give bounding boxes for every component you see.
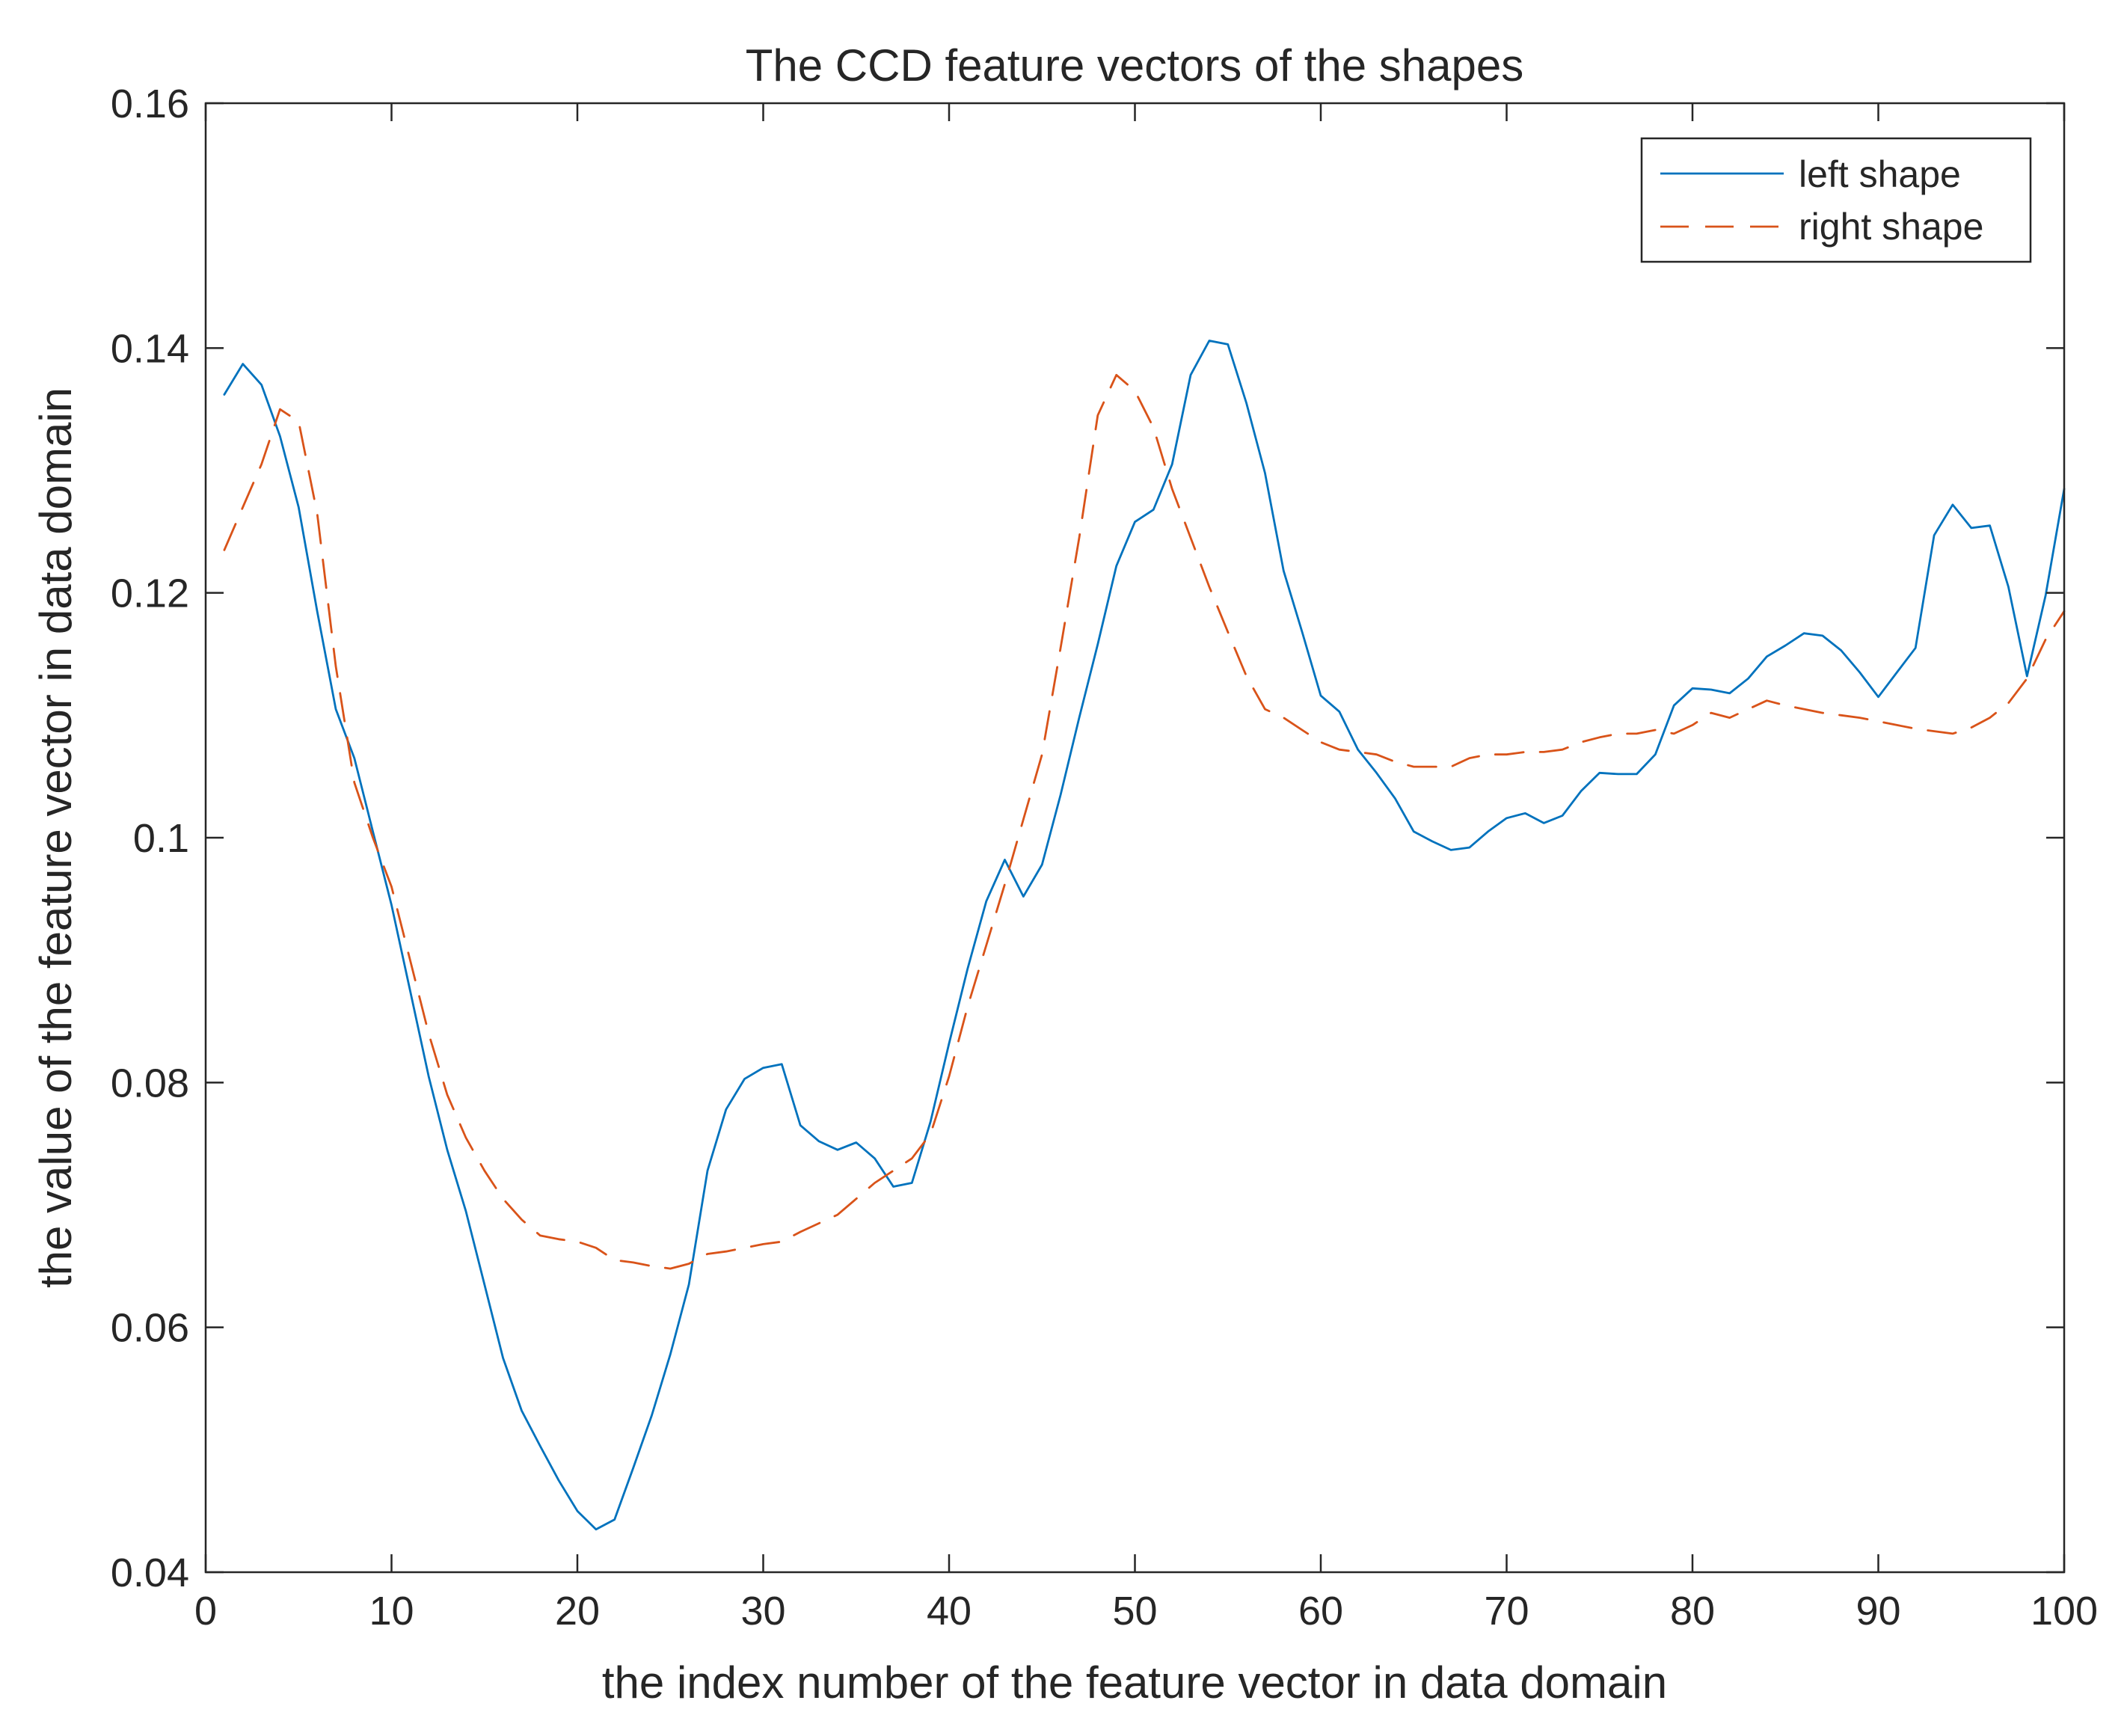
legend-entry-right-shape: right shape [1799, 206, 1983, 248]
series-line-right-shape [223, 373, 2066, 1270]
legend-entry-left-shape: left shape [1799, 153, 1961, 195]
y-tick-label: 0.12 [111, 571, 189, 616]
x-axis-label: the index number of the feature vector i… [602, 1657, 1667, 1708]
series-line-left-shape [223, 340, 2066, 1531]
x-axis-ticks: 0 10 20 30 40 50 60 70 80 90 100 [194, 103, 2098, 1634]
legend: left shape right shape [1640, 137, 2032, 263]
x-tick-label: 20 [555, 1589, 600, 1634]
x-tick-label: 100 [2031, 1589, 2098, 1634]
legend-box [1640, 137, 2032, 263]
series-layer [223, 340, 2066, 1531]
x-tick-label: 80 [1670, 1589, 1715, 1634]
x-tick-label: 40 [927, 1589, 972, 1634]
x-tick-label: 0 [194, 1589, 217, 1634]
x-tick-label: 50 [1112, 1589, 1157, 1634]
x-tick-label: 30 [740, 1589, 785, 1634]
x-tick-label: 90 [1856, 1589, 1900, 1634]
y-tick-label: 0.16 [111, 82, 189, 126]
y-tick-label: 0.04 [111, 1551, 189, 1595]
x-tick-label: 10 [369, 1589, 414, 1634]
y-tick-label: 0.1 [133, 816, 189, 861]
x-tick-label: 70 [1484, 1589, 1529, 1634]
y-tick-label: 0.06 [111, 1306, 189, 1351]
y-axis-ticks: 0.04 0.06 0.08 0.1 0.12 0.14 0.16 [111, 82, 2064, 1595]
y-axis-label: the value of the feature vector in data … [31, 387, 81, 1288]
x-tick-label: 60 [1298, 1589, 1343, 1634]
chart-title: The CCD feature vectors of the shapes [746, 40, 1524, 91]
plot-area [206, 103, 2064, 1572]
y-tick-label: 0.14 [111, 326, 189, 371]
y-tick-label: 0.08 [111, 1061, 189, 1105]
